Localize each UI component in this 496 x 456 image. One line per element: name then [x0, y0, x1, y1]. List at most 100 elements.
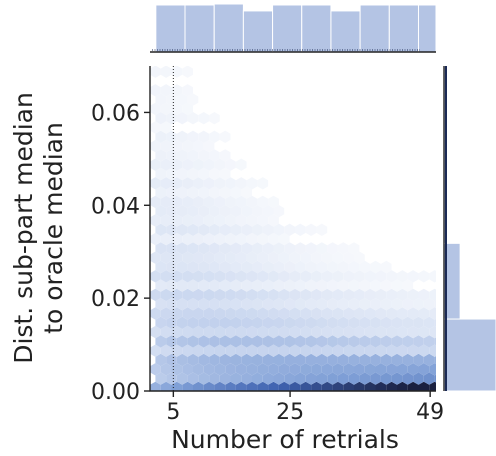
hexbin: [246, 325, 258, 339]
hexbin: [311, 270, 322, 283]
hexbin: [230, 316, 242, 329]
hexbin: [160, 307, 172, 320]
hexbin: [203, 214, 215, 227]
hexbin: [166, 130, 177, 143]
hexbin: [311, 381, 322, 391]
hexbin: [214, 325, 226, 339]
hexbin: [386, 288, 397, 302]
hexbin: [230, 372, 242, 385]
hexbin: [155, 298, 167, 311]
hexbin: [150, 66, 161, 78]
hexbin: [386, 381, 397, 391]
hexbin: [219, 242, 231, 255]
hexbin: [278, 251, 290, 264]
hexbin: [187, 186, 199, 199]
hexbin: [176, 353, 188, 367]
hexbin: [273, 223, 285, 236]
hexbin: [397, 363, 408, 376]
hexbin: [364, 363, 376, 376]
hexbin: [176, 186, 188, 199]
hexbin: [230, 298, 242, 311]
hexbin: [182, 177, 193, 190]
hexbin: [354, 270, 365, 283]
hexbin: [348, 353, 360, 367]
hexbin: [278, 270, 290, 283]
hexbin: [155, 93, 167, 106]
hexbin: [150, 102, 161, 116]
hexbin: [332, 344, 344, 357]
hexbin: [268, 344, 279, 357]
hexbin: [257, 288, 269, 302]
hexbin: [193, 270, 204, 283]
hexbin: [332, 270, 344, 283]
hexbin: [235, 381, 247, 391]
hexbin: [166, 205, 177, 218]
hexbin: [327, 335, 338, 348]
hexbin: [171, 232, 183, 246]
hexbin: [391, 279, 403, 292]
hexbin: [268, 270, 279, 283]
hexbin: [397, 307, 408, 320]
hexbin: [268, 307, 279, 320]
hexbin: [235, 195, 247, 209]
hexbin: [182, 139, 193, 153]
hexbin: [209, 112, 220, 125]
hexbin: [359, 372, 371, 385]
hexbin: [214, 381, 226, 391]
hexbin: [402, 279, 414, 292]
hexbin: [166, 242, 177, 255]
hexbin: [182, 66, 193, 78]
hexbin: [209, 372, 220, 385]
hexbin: [284, 353, 295, 367]
hexbin: [182, 214, 193, 227]
hexbin: [193, 195, 204, 209]
hexbin: [198, 242, 210, 255]
hexbin: [214, 251, 226, 264]
hexbin: [343, 381, 354, 391]
hexbin: [155, 205, 167, 218]
hexbin: [423, 316, 435, 329]
hexbin: [337, 316, 349, 329]
hexbin: [252, 335, 263, 348]
hexbin: [241, 298, 252, 311]
hexbin: [364, 307, 376, 320]
hexbin: [284, 223, 295, 236]
hexbin: [187, 279, 199, 292]
hexbin: [289, 325, 301, 339]
hexbin: [343, 270, 354, 283]
hexbin: [268, 232, 279, 246]
hexbin: [316, 242, 328, 255]
hexbin: [397, 344, 408, 357]
hexbin: [198, 149, 210, 162]
hexbin: [252, 298, 263, 311]
hexbin: [166, 186, 177, 199]
hexbin: [257, 325, 269, 339]
x-tick-label: 25: [276, 400, 304, 425]
hexbin: [219, 149, 231, 162]
hexbin: [235, 158, 247, 171]
x-marginal-bar: [155, 4, 186, 53]
hexbin: [370, 260, 381, 274]
hexbin: [193, 344, 204, 357]
hexbin: [150, 195, 161, 209]
hexbin: [327, 353, 338, 367]
hexbin: [418, 325, 430, 339]
hexbin: [193, 139, 204, 153]
hexbin: [203, 307, 215, 320]
hexbin: [160, 158, 172, 171]
hexbin: [257, 363, 269, 376]
hexbin: [182, 307, 193, 320]
hexbin: [214, 177, 226, 190]
hexbin: [413, 372, 424, 385]
hexbin: [214, 195, 226, 209]
hexbin: [171, 344, 183, 357]
hexbin: [327, 260, 338, 274]
hexbin: [391, 353, 403, 367]
hexbin: [284, 298, 295, 311]
hexbin: [187, 316, 199, 329]
hexbin: [429, 344, 436, 357]
hexbin: [375, 363, 387, 376]
hexbin: [166, 93, 177, 106]
hexbin: [402, 372, 414, 385]
hexbin: [257, 307, 269, 320]
